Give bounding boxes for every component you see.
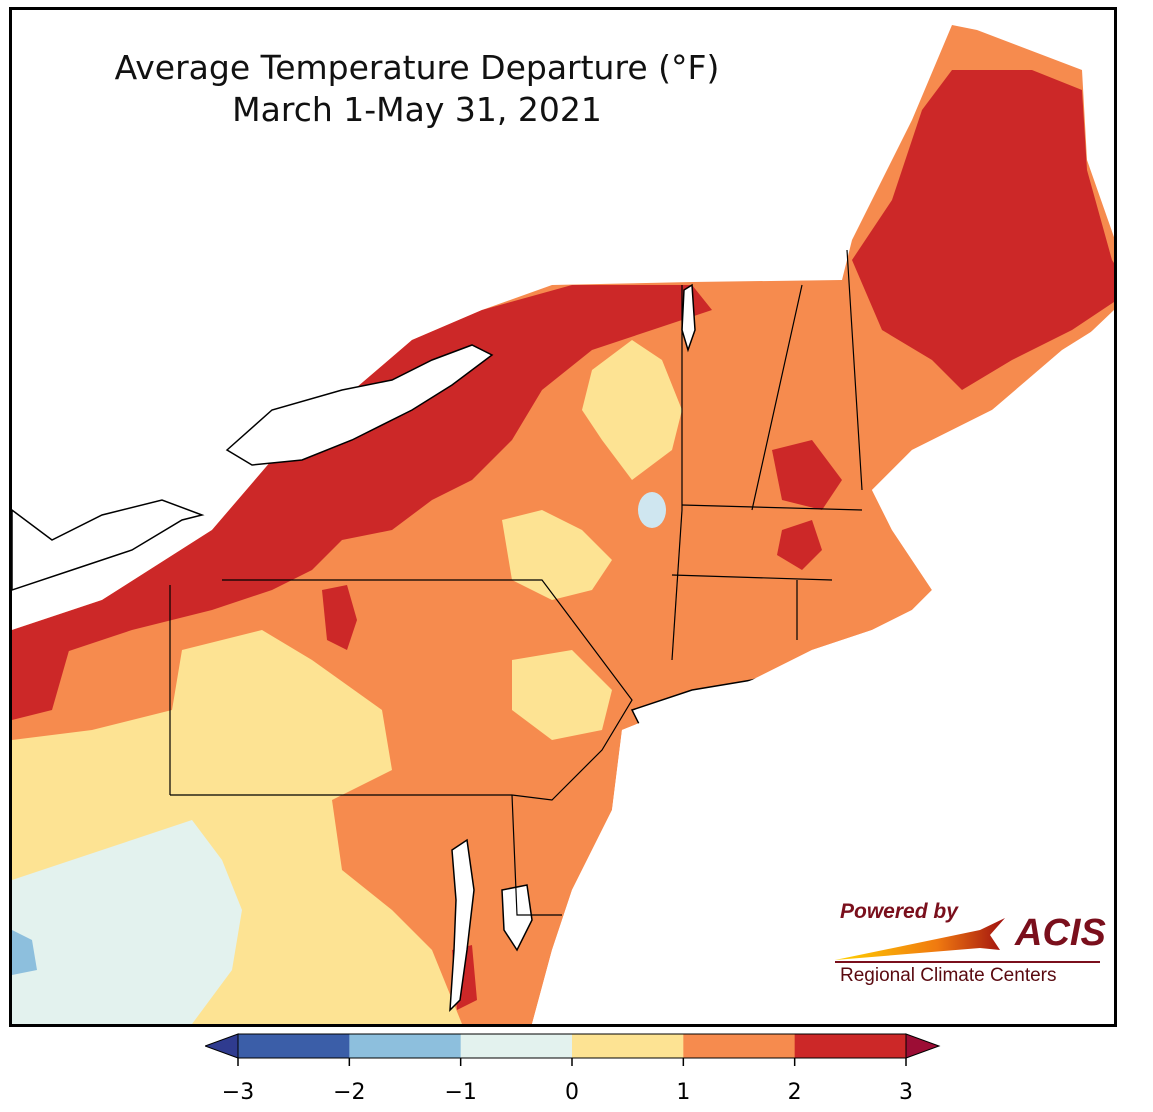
map-title-line1: Average Temperature Departure (°F) xyxy=(114,48,720,87)
colorbar-tick-label: −1 xyxy=(444,1080,477,1105)
land-red-maine xyxy=(852,70,1114,390)
colorbar-bin xyxy=(238,1034,350,1058)
colorbar-bins xyxy=(238,1034,907,1058)
atlantic-ocean xyxy=(532,310,1114,1024)
land-red-ma xyxy=(777,520,822,570)
ct-ma-border xyxy=(671,574,833,581)
colorbar-over-arrow xyxy=(905,1033,941,1059)
me-nh-border xyxy=(846,249,863,491)
land-blue-ny xyxy=(638,492,666,528)
colorbar-tick-label: 1 xyxy=(676,1080,691,1105)
map-title-line2: March 1-May 31, 2021 xyxy=(232,90,602,129)
colorbar-tick-label: 3 xyxy=(899,1080,913,1105)
land-blue-va xyxy=(12,930,37,975)
land-yellow-ny xyxy=(582,340,682,480)
nj-border xyxy=(511,619,633,801)
ny-pa-border xyxy=(222,579,573,621)
land-yellow-ny2 xyxy=(502,510,612,600)
lake-erie xyxy=(12,499,205,591)
logo-acis-text: ACIS xyxy=(1015,912,1106,954)
land-red-nh xyxy=(772,440,842,510)
temperature-map xyxy=(12,25,1114,1024)
land-red-pa xyxy=(322,585,357,650)
colorbar-bin xyxy=(683,1034,796,1058)
colorbar xyxy=(205,1033,941,1066)
colorbar-bin xyxy=(460,1034,573,1058)
ma-north-border xyxy=(681,504,863,511)
land-fill xyxy=(12,25,1114,1024)
delaware-bay xyxy=(501,884,533,952)
colorbar-bin xyxy=(349,1034,462,1058)
logo-rcc-text: Regional Climate Centers xyxy=(840,965,1057,986)
colorbar-tick-label: 0 xyxy=(565,1080,579,1105)
logo-powered-by: Powered by xyxy=(840,900,958,923)
acis-swoosh-icon xyxy=(835,918,1100,963)
land-red-ny-north xyxy=(12,285,712,670)
nh-vt-border xyxy=(751,284,803,511)
map-frame: Average Temperature Departure (°F) March… xyxy=(9,7,1117,1027)
chesapeake-bay xyxy=(449,838,475,1012)
colorbar-under-arrow xyxy=(205,1033,239,1059)
ny-ct-border xyxy=(671,509,683,661)
colorbar-bin xyxy=(794,1034,907,1058)
land-red-ny-west xyxy=(12,640,72,720)
colorbar-ticks xyxy=(237,1058,907,1066)
acis-logo: Powered by ACIS Regional Climate Centers xyxy=(830,900,1120,995)
land-cyan-wv xyxy=(12,820,242,1024)
colorbar-tick-label: −3 xyxy=(221,1080,255,1105)
water-bodies xyxy=(12,283,1114,1024)
land-yellow-hudson xyxy=(512,650,612,740)
colorbar-tick-label: −2 xyxy=(333,1080,366,1105)
colorbar-tick-label: 2 xyxy=(787,1080,802,1105)
de-md-border xyxy=(511,794,562,916)
lake-ontario xyxy=(225,344,494,466)
colorbar-bin xyxy=(572,1034,684,1058)
state-boundaries xyxy=(169,249,863,916)
